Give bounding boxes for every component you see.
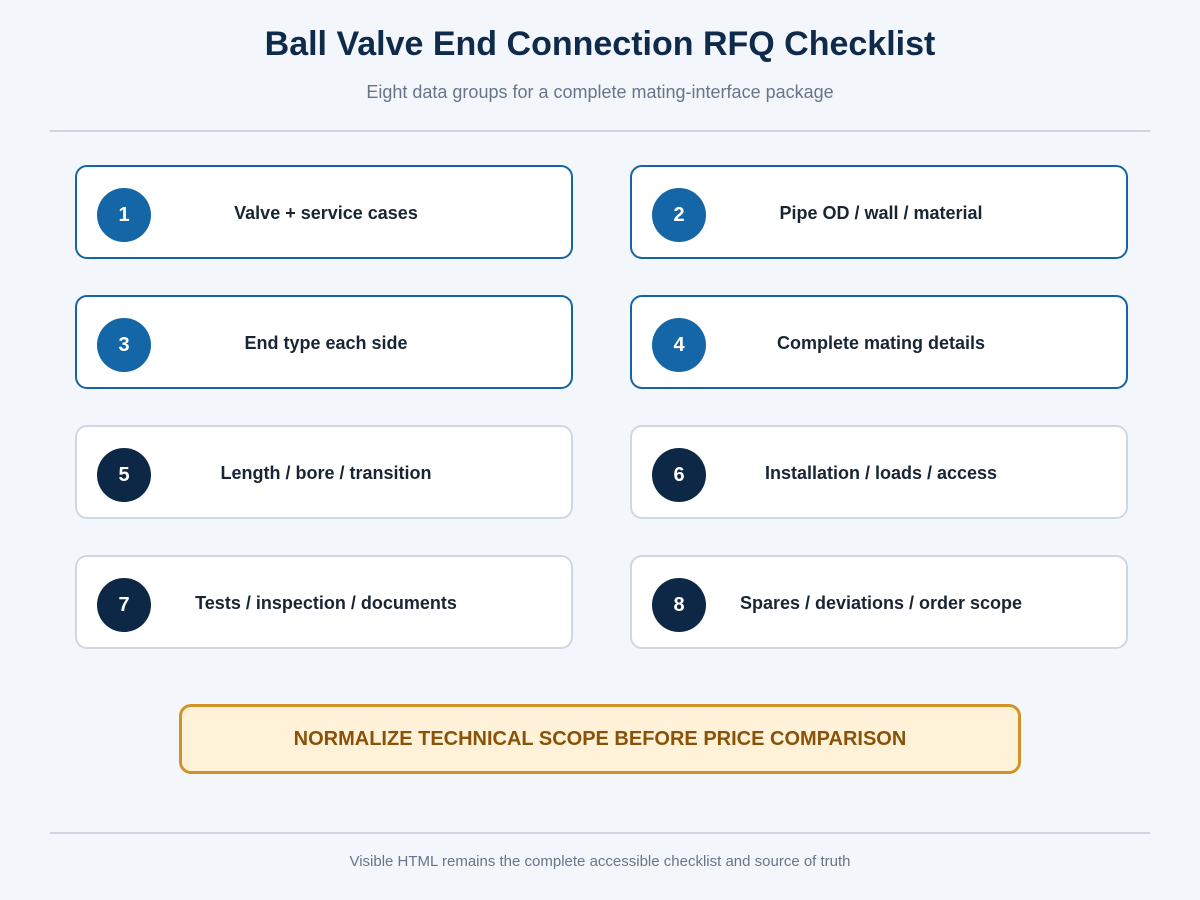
checklist-item-8: 8 Spares / deviations / order scope (630, 555, 1128, 649)
item-number-badge: 8 (652, 578, 706, 632)
item-label: Spares / deviations / order scope (739, 593, 1023, 613)
item-number-badge: 5 (97, 448, 151, 502)
item-number-badge: 3 (97, 318, 151, 372)
item-label: Tests / inspection / documents (195, 593, 457, 613)
item-label: Valve + service cases (234, 203, 418, 223)
checklist-item-5: 5 Length / bore / transition (75, 425, 573, 519)
checklist-item-2: 2 Pipe OD / wall / material (630, 165, 1128, 259)
item-label: Length / bore / transition (220, 463, 432, 483)
item-label: End type each side (244, 333, 408, 353)
checklist-item-7: 7 Tests / inspection / documents (75, 555, 573, 649)
item-number-badge: 1 (97, 188, 151, 242)
page-subtitle: Eight data groups for a complete mating-… (366, 82, 834, 102)
item-label: Installation / loads / access (764, 463, 998, 483)
item-number-badge: 7 (97, 578, 151, 632)
scope-callout: NORMALIZE TECHNICAL SCOPE BEFORE PRICE C… (179, 704, 1021, 774)
item-number-badge: 4 (652, 318, 706, 372)
checklist-item-6: 6 Installation / loads / access (630, 425, 1128, 519)
checklist-item-4: 4 Complete mating details (630, 295, 1128, 389)
page-title: Ball Valve End Connection RFQ Checklist (264, 25, 936, 63)
checklist-item-3: 3 End type each side (75, 295, 573, 389)
top-divider (50, 130, 1150, 132)
item-number-badge: 2 (652, 188, 706, 242)
bottom-divider (50, 832, 1150, 834)
item-label: Complete mating details (776, 333, 986, 353)
checklist-item-1: 1 Valve + service cases (75, 165, 573, 259)
item-label: Pipe OD / wall / material (779, 203, 983, 223)
item-number-badge: 6 (652, 448, 706, 502)
footer-note: Visible HTML remains the complete access… (349, 853, 851, 870)
